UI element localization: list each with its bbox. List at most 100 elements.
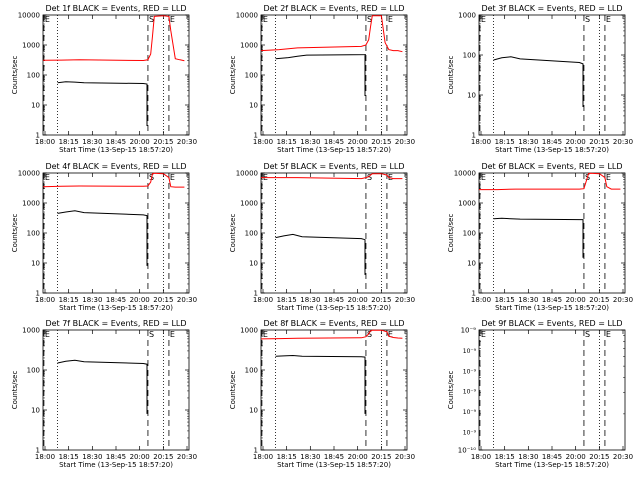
x-tick-label: 20:00 <box>348 453 368 461</box>
y-tick-label: 10 <box>31 260 40 268</box>
x-axis-label: Start Time (13-Sep-15 18:57:20) <box>277 304 391 312</box>
x-tick-label: 20:30 <box>613 138 633 146</box>
event-marker-label: E <box>263 330 268 339</box>
y-tick-label: 1 <box>36 132 40 140</box>
x-tick-label: 18:00 <box>253 453 273 461</box>
y-minor-tick-label: 10⁻⁹ <box>463 409 477 416</box>
series-line-events <box>57 81 148 126</box>
chart-title: Det 4f BLACK = Events, RED = LLD <box>45 162 186 171</box>
x-tick-label: 18:45 <box>106 296 126 304</box>
x-tick-label: 20:00 <box>130 138 150 146</box>
x-tick-label: 20:15 <box>153 138 173 146</box>
series-line-events <box>275 233 366 275</box>
y-tick-label: 1000 <box>240 200 258 208</box>
series-line-lld <box>261 173 403 180</box>
plot-frame <box>260 172 408 294</box>
event-marker-label: E <box>45 15 50 24</box>
y-tick-label: 100 <box>27 72 40 80</box>
chart-title: Det 3f BLACK = Events, RED = LLD <box>481 4 622 13</box>
x-tick-label: 20:15 <box>589 138 609 146</box>
x-tick-label: 20:30 <box>177 296 197 304</box>
series-line-lld <box>260 329 403 340</box>
y-tick-label: 1000 <box>22 42 40 50</box>
y-tick-label: 10⁻¹⁰ <box>458 447 476 455</box>
series-line-events <box>275 354 366 414</box>
event-marker-label: S <box>367 173 372 182</box>
x-tick-label: 20:15 <box>371 453 391 461</box>
y-minor-tick-label: 10⁻⁹ <box>463 430 477 437</box>
x-tick-label: 18:30 <box>82 296 102 304</box>
y-axis-label: Counts/sec <box>229 56 237 95</box>
event-marker-label: S <box>367 15 372 24</box>
x-tick-label: 18:00 <box>35 138 55 146</box>
x-tick-label: 18:30 <box>518 296 538 304</box>
series-line-events <box>275 54 366 96</box>
y-tick-label: 1 <box>472 290 476 298</box>
x-tick-label: 20:30 <box>613 296 633 304</box>
x-tick-label: 18:00 <box>471 296 491 304</box>
x-tick-label: 18:15 <box>495 296 515 304</box>
event-marker-label: E <box>606 15 611 24</box>
x-tick-label: 20:30 <box>177 138 197 146</box>
x-tick-label: 18:45 <box>542 138 562 146</box>
x-tick-label: 18:00 <box>35 453 55 461</box>
x-tick-label: 18:45 <box>324 296 344 304</box>
y-tick-label: 1 <box>254 290 258 298</box>
chart-panel-8: Det 8f BLACK = Events, RED = LLD 1 10 100 10… <box>229 319 415 469</box>
y-tick-label: 10000 <box>18 12 40 20</box>
x-tick-label: 18:00 <box>35 296 55 304</box>
y-tick-label: 1000 <box>240 42 258 50</box>
x-tick-label: 20:15 <box>371 296 391 304</box>
event-marker-label: E <box>388 330 393 339</box>
y-tick-label: 100 <box>27 367 40 375</box>
x-tick-label: 18:45 <box>106 453 126 461</box>
x-tick-label: 18:15 <box>277 138 297 146</box>
y-tick-label: 10 <box>249 102 258 110</box>
x-tick-label: 20:00 <box>566 138 586 146</box>
y-minor-tick-label: 10⁻⁹ <box>463 389 477 396</box>
chart-panel-9: Det 9f BLACK = Events, RED = LLD 10⁻¹⁰ 10⁻… <box>447 319 633 469</box>
plot-frame <box>478 172 626 294</box>
y-tick-label: 100 <box>463 52 476 60</box>
chart-panel-6: Det 6f BLACK = Events, RED = LLD 1 10 100 10… <box>447 162 633 312</box>
x-tick-label: 18:15 <box>495 138 515 146</box>
x-tick-label: 20:15 <box>371 138 391 146</box>
x-tick-label: 20:30 <box>395 296 415 304</box>
x-tick-label: 18:00 <box>253 138 273 146</box>
x-tick-label: 20:00 <box>348 296 368 304</box>
event-marker-label: E <box>170 173 175 182</box>
x-tick-label: 18:15 <box>495 453 515 461</box>
event-marker-label: E <box>263 15 268 24</box>
series-line-lld <box>260 15 403 53</box>
x-tick-label: 18:30 <box>518 453 538 461</box>
event-marker-label: S <box>149 330 154 339</box>
x-tick-label: 18:15 <box>59 138 79 146</box>
chart-title: Det 9f BLACK = Events, RED = LLD <box>481 319 622 328</box>
y-tick-label: 1 <box>36 447 40 455</box>
y-axis-label: Counts/sec <box>229 214 237 253</box>
chart-panel-7: Det 7f BLACK = Events, RED = LLD 1 10 100 10… <box>11 319 197 469</box>
y-tick-label: 10⁻⁹ <box>461 327 477 335</box>
y-tick-label: 10 <box>467 92 476 100</box>
x-tick-label: 20:30 <box>395 138 415 146</box>
event-marker-label: E <box>606 330 611 339</box>
y-tick-label: 10000 <box>18 170 40 178</box>
plot-frame <box>478 14 626 136</box>
x-tick-label: 18:45 <box>106 138 126 146</box>
x-tick-label: 18:30 <box>82 453 102 461</box>
chart-title: Det 2f BLACK = Events, RED = LLD <box>263 4 404 13</box>
x-tick-label: 20:15 <box>589 296 609 304</box>
x-tick-label: 20:00 <box>130 453 150 461</box>
y-tick-label: 10 <box>467 260 476 268</box>
y-tick-label: 1 <box>36 290 40 298</box>
x-axis-label: Start Time (13-Sep-15 18:57:20) <box>59 146 173 154</box>
event-marker-label: S <box>585 330 590 339</box>
x-tick-label: 18:00 <box>471 138 491 146</box>
y-tick-label: 1000 <box>22 327 40 335</box>
plot-frame <box>42 14 190 136</box>
x-tick-label: 20:00 <box>130 296 150 304</box>
series-line-events <box>57 210 148 266</box>
y-tick-label: 1000 <box>458 200 476 208</box>
y-tick-label: 10 <box>31 102 40 110</box>
